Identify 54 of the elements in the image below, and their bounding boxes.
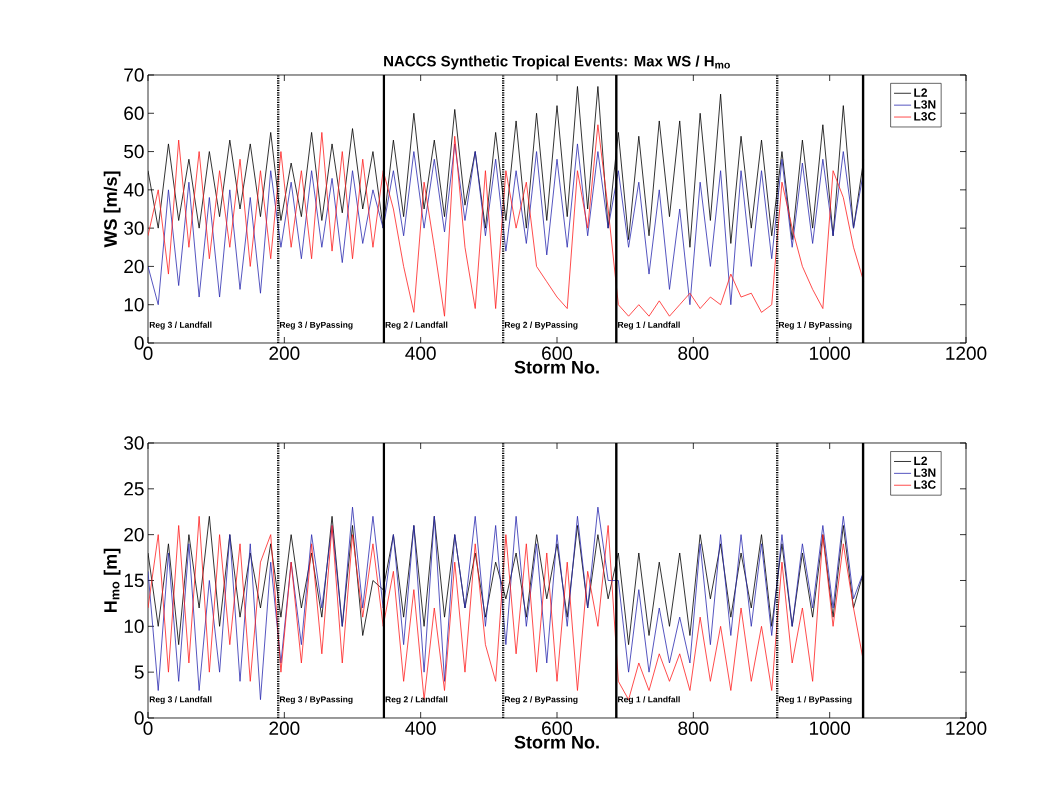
chart-title: NACCS Synthetic Tropical Events: Max WS / H$_{mo}$ (384, 55, 730, 70)
x-tick-label: 200 (269, 721, 300, 735)
y-tick-label: 0 (134, 711, 144, 725)
x-tick-label: 0 (143, 721, 153, 735)
x-tick-label: 1200 (946, 721, 987, 735)
y-tick-label: 15 (124, 573, 144, 588)
legend-label: L3N (914, 100, 936, 109)
x-tick-label: 400 (405, 346, 436, 360)
y-tick-label: 10 (124, 297, 144, 312)
x-tick-label: 800 (678, 721, 709, 735)
annotation: Reg 3 / ByPassing (279, 321, 353, 330)
y-tick-label: 70 (124, 68, 144, 82)
y-tick-label: 25 (124, 482, 144, 496)
x-tick-label: 1000 (809, 346, 851, 360)
x-axis-title: Storm No. (514, 360, 599, 374)
annotation: Reg 3 / Landfall (149, 321, 212, 330)
annotation: Reg 3 / Landfall (149, 696, 212, 705)
y-tick-label: 5 (134, 665, 144, 679)
annotation: Reg 1 / ByPassing (778, 696, 852, 705)
annotation: Reg 1 / ByPassing (778, 321, 852, 330)
legend-label: L3C (914, 480, 936, 489)
x-tick-label: 1000 (809, 721, 851, 735)
y-tick-label: 30 (124, 436, 144, 450)
x-tick-label: 600 (542, 346, 573, 360)
annotation: Reg 3 / ByPassing (279, 696, 353, 705)
x-tick-label: 0 (143, 346, 153, 360)
annotation: Reg 2 / ByPassing (504, 321, 578, 330)
y-tick-label: 60 (124, 106, 144, 121)
y-tick-label: 50 (124, 144, 144, 159)
x-tick-label: 200 (269, 346, 300, 360)
annotation: Reg 1 / Landfall (618, 321, 680, 330)
x-tick-label: 1200 (946, 346, 987, 360)
y-tick-label: 20 (124, 527, 144, 542)
legend-label: L3C (914, 112, 936, 121)
y-tick-label: 10 (124, 619, 144, 634)
line-series (148, 143, 865, 306)
legend-label: L2 (914, 456, 928, 465)
y-tick-label: 40 (123, 183, 144, 197)
x-tick-label: 400 (405, 721, 436, 735)
annotation: Reg 2 / ByPassing (504, 696, 578, 705)
x-axis-title: Storm No. (514, 735, 599, 749)
y-tick-label: 30 (124, 221, 144, 235)
annotation: Reg 1 / Landfall (618, 696, 680, 705)
y-tick-label: 0 (134, 336, 144, 350)
legend-label: L2 (914, 88, 928, 97)
x-tick-label: 800 (678, 346, 709, 360)
y-axis-title: WS [m/s] (103, 171, 121, 248)
annotation: Reg 2 / Landfall (385, 321, 448, 330)
y-tick-label: 20 (124, 259, 144, 274)
x-tick-label: 600 (542, 721, 573, 735)
line-series (148, 124, 865, 317)
annotation: Reg 2 / Landfall (385, 696, 448, 705)
y-axis-title: H$_{mo}$ [m] (103, 548, 121, 612)
legend-label: L3N (914, 468, 936, 477)
